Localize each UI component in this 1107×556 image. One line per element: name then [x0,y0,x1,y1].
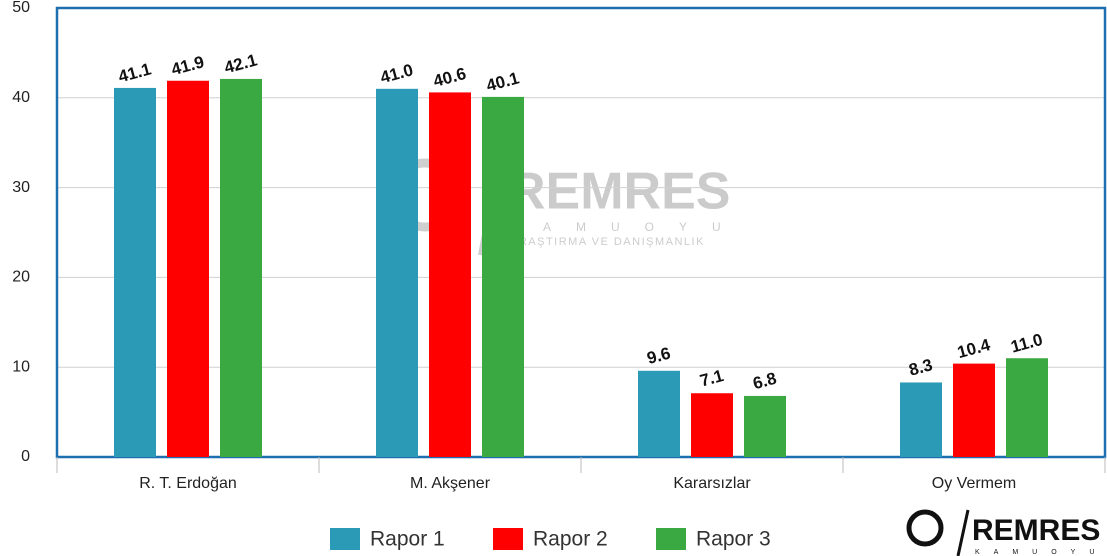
value-label: 41.1 [116,59,153,86]
value-label: 6.8 [751,369,779,393]
logo-name: REMRES [972,514,1100,547]
logo-tagline: KAMUOYU [975,549,1107,556]
legend-label: Rapor 3 [696,528,771,551]
x-tick-label: M. Akşener [410,475,491,492]
bar [1006,358,1048,457]
bar [429,92,471,458]
value-label: 7.1 [698,366,726,390]
y-tick-label: 20 [12,269,30,286]
y-tick-label: 30 [12,179,30,196]
value-label: 9.6 [645,344,673,368]
logo-icon [906,509,944,547]
bar [744,395,786,457]
value-label: 41.9 [169,52,206,79]
bar [114,87,156,457]
y-tick-label: 0 [21,448,30,465]
legend-label: Rapor 1 [370,528,445,551]
y-tick-label: 10 [12,358,30,375]
watermark-subtitle: ARAŞTIRMA VE DANIŞMANLIK [510,236,705,248]
bar [376,88,418,457]
bar [691,393,733,457]
value-label: 10.4 [955,335,992,362]
legend-swatch [493,528,523,550]
y-tick-label: 40 [12,89,30,106]
value-label: 41.0 [378,60,415,87]
value-label: 42.1 [222,51,259,78]
bar [900,382,942,457]
value-label: 8.3 [907,355,935,379]
value-label: 11.0 [1009,330,1045,357]
value-label: 40.1 [484,68,521,95]
bar [953,363,995,457]
y-tick-label: 50 [12,0,30,16]
watermark-name: REMRES [508,163,730,221]
legend-label: Rapor 2 [533,528,608,551]
watermark-tagline: KAMUOYU [510,220,746,234]
bar [482,96,524,457]
bar [220,78,262,457]
x-tick-label: Oy Vermem [932,475,1016,492]
x-tick-label: R. T. Erdoğan [139,475,237,492]
value-label: 40.6 [431,64,468,91]
corner-logo: REMRES KAMUOYU [906,509,1107,556]
legend-swatch [330,528,360,550]
watermark: REMRES KAMUOYU ARAŞTIRMA VE DANIŞMANLIK [388,149,746,256]
legend-swatch [656,528,686,550]
logo-icon [956,509,970,556]
bar [167,80,209,457]
x-tick-label: Kararsızlar [673,475,751,492]
bar [638,370,680,457]
